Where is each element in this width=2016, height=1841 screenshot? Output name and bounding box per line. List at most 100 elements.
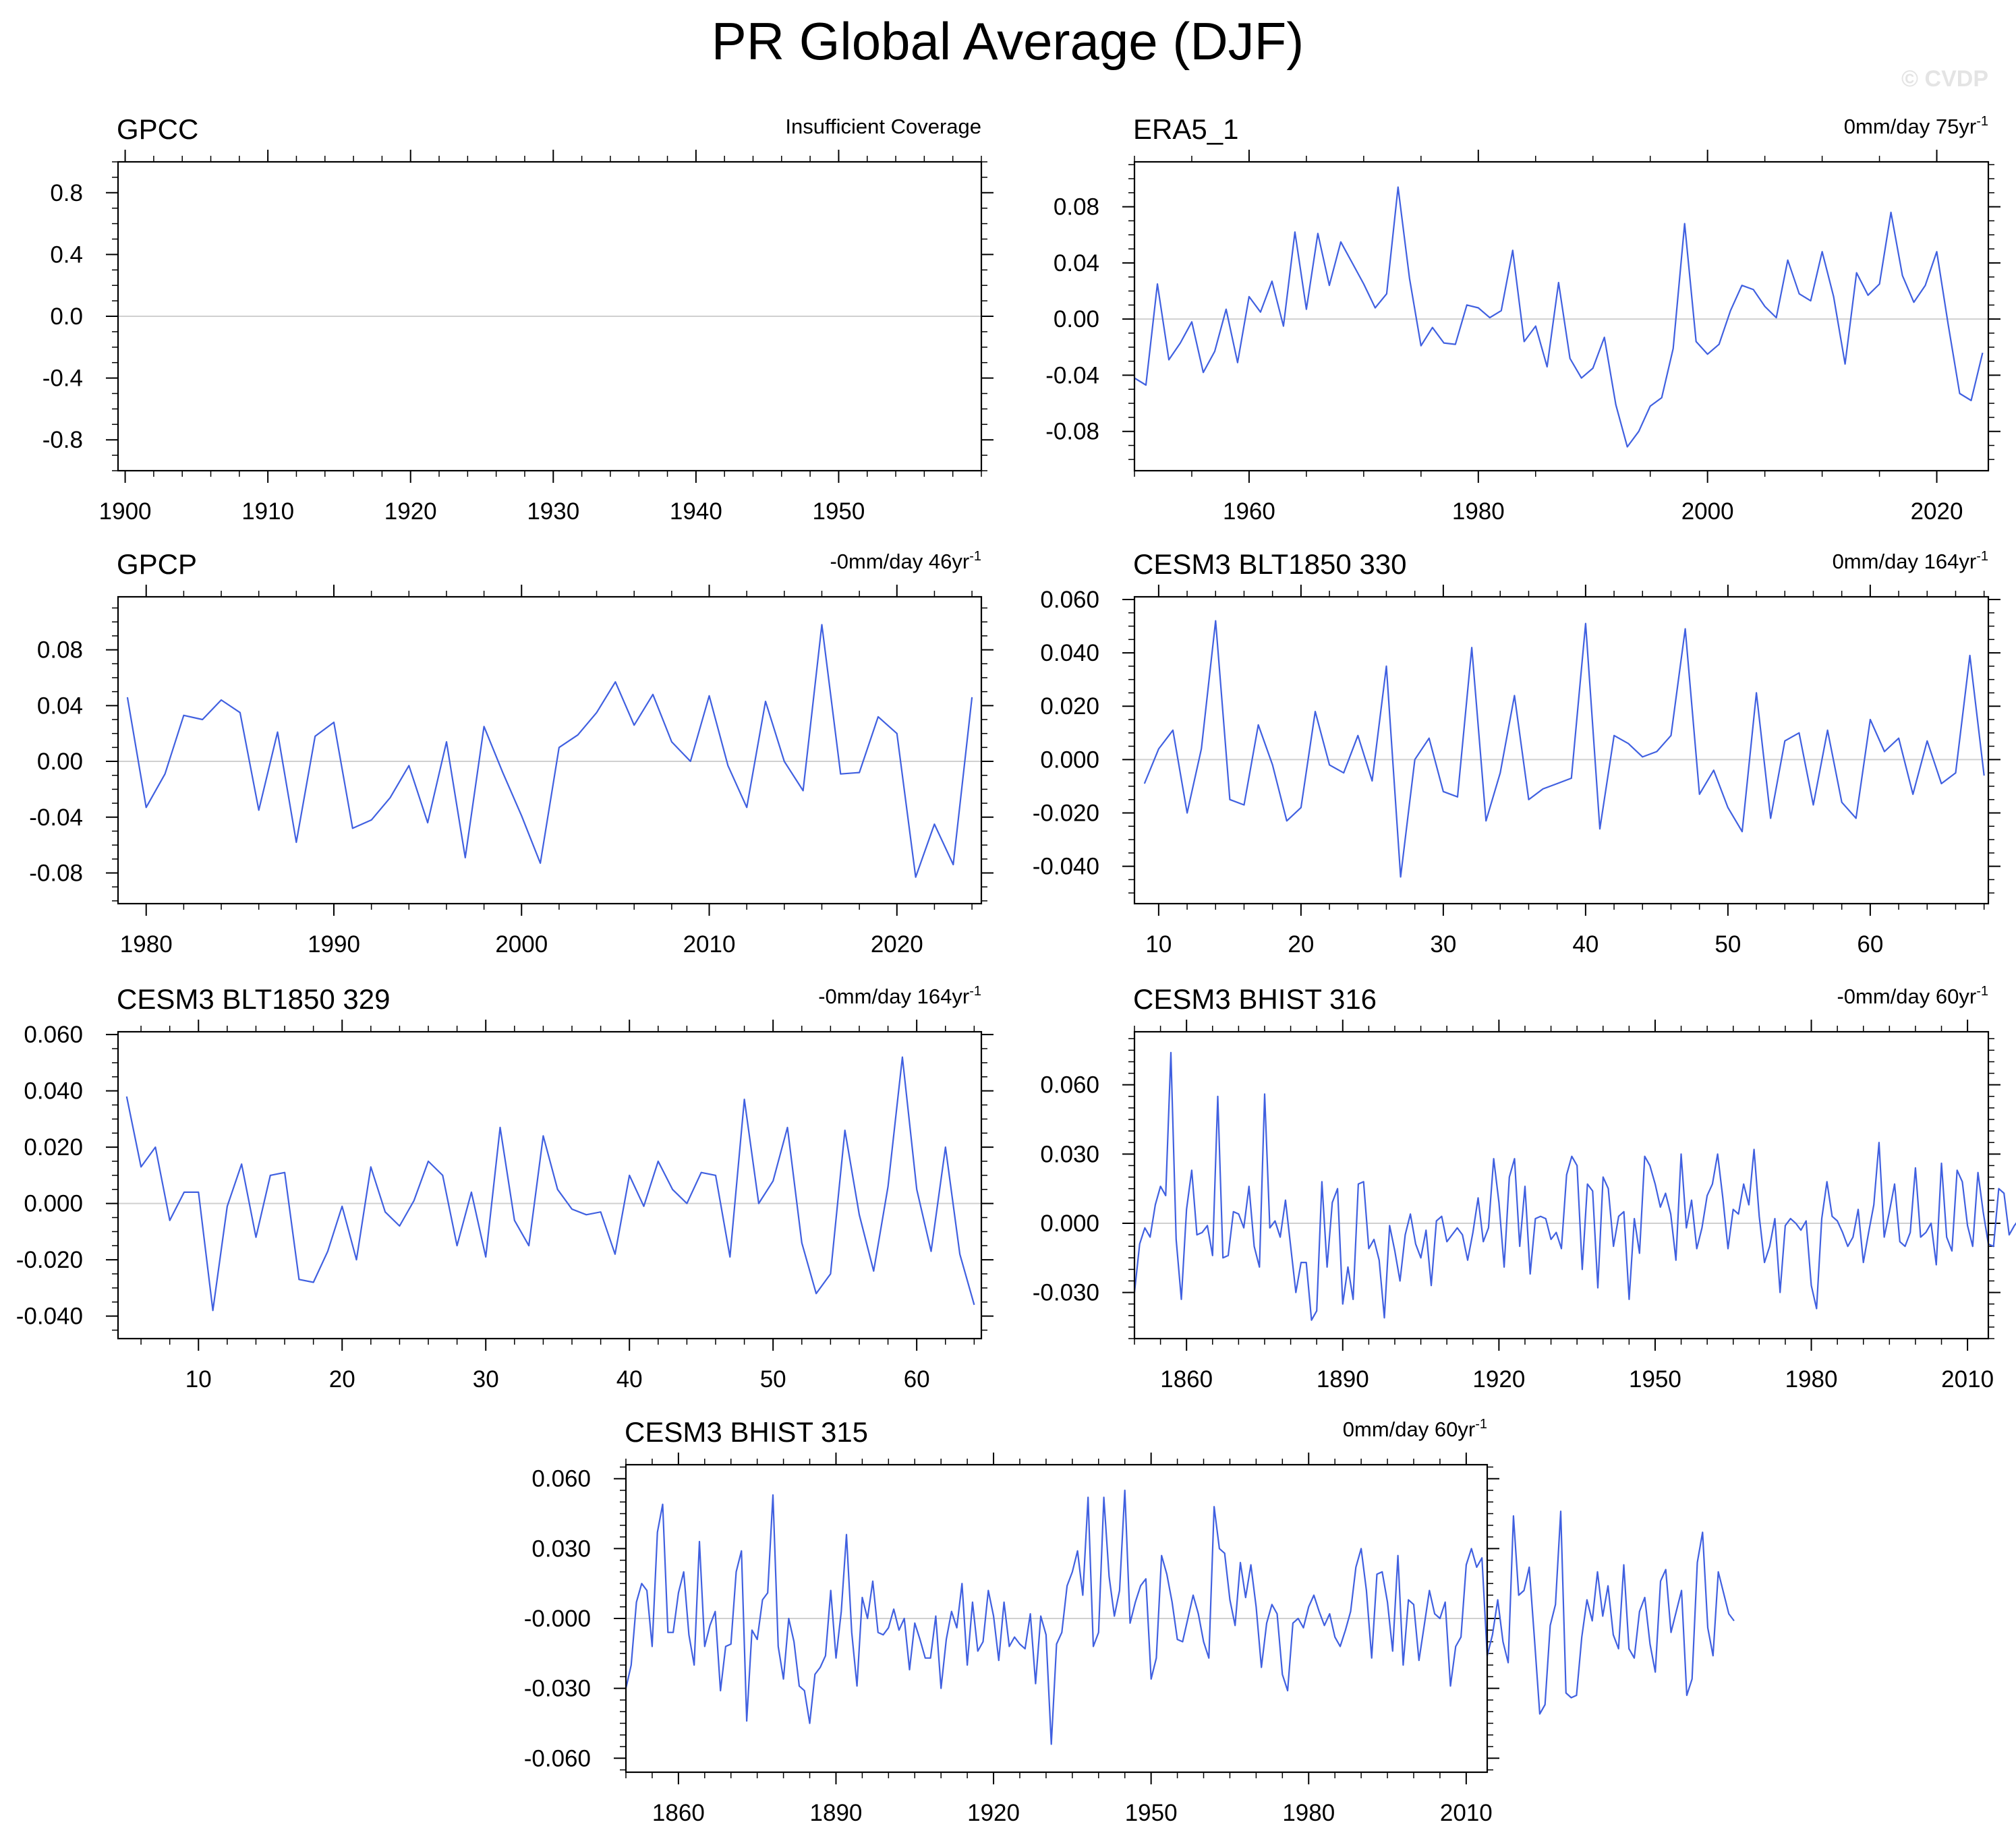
- x-tick-label: 30: [1430, 931, 1456, 958]
- chart-annotation-superscript: -1: [1976, 549, 1988, 564]
- y-tick-label: 0.020: [24, 1134, 83, 1161]
- y-tick-label: -0.030: [524, 1676, 591, 1702]
- y-tick-label: 0.0: [50, 303, 83, 330]
- y-tick-label: 0.040: [24, 1078, 83, 1105]
- chart-annotation-text: -0mm/day 164yr: [818, 985, 969, 1008]
- chart-annotation: 0mm/day 60yr-1: [1343, 1417, 1487, 1441]
- y-tick-label: 0.00: [37, 749, 83, 775]
- x-tick-label: 2000: [495, 931, 548, 958]
- x-tick-label: 1860: [652, 1800, 705, 1826]
- x-tick-label: 20: [329, 1366, 355, 1393]
- x-tick-label: 40: [1572, 931, 1599, 958]
- plot-frame: [1133, 1030, 1990, 1340]
- chart-annotation-text: 0mm/day 164yr: [1833, 550, 1977, 573]
- y-tick-label: 0.8: [50, 180, 83, 206]
- chart-annotation-superscript: -1: [1976, 984, 1988, 999]
- panels: GPCC Insufficient Coverage 1900 1910 1920 193…: [16, 113, 2016, 1826]
- x-tick-label: 50: [1715, 931, 1741, 958]
- y-tick-label: -0.4: [42, 366, 83, 392]
- y-tick-label: 0.4: [50, 241, 83, 268]
- x-tick-label: 10: [185, 1366, 212, 1393]
- x-tick-label: 40: [616, 1366, 643, 1393]
- y-tick-label: 0.000: [24, 1191, 83, 1217]
- chart-annotation-superscript: -1: [1976, 114, 1988, 129]
- chart-annotation-text: 0mm/day 60yr: [1343, 1418, 1475, 1441]
- y-tick-label: -0.04: [1045, 362, 1099, 388]
- plot-frame: [117, 595, 983, 905]
- chart-annotation: -0mm/day 46yr-1: [830, 549, 981, 573]
- x-tick-label: 20: [1288, 931, 1314, 958]
- chart-title: CESM3 BHIST 315: [625, 1416, 868, 1448]
- y-tick-label: 0.030: [1040, 1141, 1099, 1167]
- chart-annotation-text: Insufficient Coverage: [785, 115, 981, 138]
- plot-frame: [625, 1463, 1489, 1774]
- y-tick-label: -0.020: [1033, 800, 1099, 826]
- series-line: [1133, 1051, 2016, 1321]
- x-tick-label: 2020: [1911, 498, 1963, 525]
- x-tick-label: 10: [1145, 931, 1172, 958]
- y-tick-label: 0.04: [37, 693, 83, 719]
- chart-annotation-superscript: -1: [1475, 1417, 1487, 1432]
- chart-annotation: -0mm/day 60yr-1: [1837, 984, 1988, 1008]
- y-tick-label: 0.020: [1040, 693, 1099, 720]
- y-tick-label: -0.060: [524, 1745, 591, 1772]
- x-tick-label: 1890: [1317, 1366, 1369, 1393]
- y-tick-label: 0.00: [1054, 306, 1099, 332]
- chart-annotation: 0mm/day 75yr-1: [1844, 114, 1988, 138]
- x-tick-label: 1990: [308, 931, 360, 958]
- y-tick-label: 0.000: [1040, 1210, 1099, 1237]
- y-tick-label: -0.040: [16, 1304, 83, 1330]
- chart-annotation-superscript: -1: [969, 984, 981, 999]
- x-tick-label: 1950: [1125, 1800, 1178, 1826]
- x-tick-label: 1980: [1785, 1366, 1838, 1393]
- x-tick-label: 1950: [812, 498, 865, 525]
- plot-frame: [117, 1030, 983, 1340]
- chart-title: CESM3 BHIST 316: [1133, 983, 1377, 1015]
- x-tick-label: 1940: [670, 498, 722, 525]
- x-tick-label: 1910: [241, 498, 294, 525]
- x-tick-label: 1980: [1282, 1800, 1335, 1826]
- series-line: [125, 1056, 975, 1312]
- plot-frame: [117, 160, 983, 472]
- y-tick-label: 0.08: [1054, 194, 1099, 221]
- chart-title: CESM3 BLT1850 330: [1133, 548, 1406, 580]
- chart-title: GPCC: [117, 113, 198, 145]
- chart-annotation: Insufficient Coverage: [785, 115, 981, 138]
- x-tick-label: 2010: [683, 931, 736, 958]
- y-tick-label: 0.000: [1040, 747, 1099, 773]
- y-tick-label: 0.060: [1040, 1072, 1099, 1099]
- x-tick-label: 1920: [967, 1800, 1020, 1826]
- y-tick-label: -0.000: [524, 1606, 591, 1632]
- chart-title: GPCP: [117, 548, 197, 580]
- chart-panel-3: GPCP -0mm/day 46yr-1 1980 1990 2000 2010 2020 0…: [29, 548, 993, 958]
- y-tick-label: -0.020: [16, 1247, 83, 1273]
- chart-panel-5: CESM3 BLT1850 329 -0mm/day 164yr-1 10 20 30 4…: [16, 983, 993, 1393]
- chart-panel-6: CESM3 BHIST 316 -0mm/day 60yr-1 1860 1890 19…: [1033, 983, 2016, 1393]
- x-tick-label: 1920: [384, 498, 437, 525]
- chart-panel-7: CESM3 BHIST 315 0mm/day 60yr-1 1860 1890 192…: [524, 1416, 1735, 1826]
- chart-annotation: 0mm/day 164yr-1: [1833, 549, 1988, 573]
- y-tick-label: 0.060: [531, 1466, 591, 1492]
- x-tick-label: 1890: [810, 1800, 863, 1826]
- chart-annotation-superscript: -1: [969, 549, 981, 564]
- x-tick-label: 50: [760, 1366, 786, 1393]
- chart-annotation: -0mm/day 164yr-1: [818, 984, 981, 1008]
- y-tick-label: -0.8: [42, 427, 83, 453]
- series-line: [1143, 620, 1985, 878]
- x-tick-label: 1900: [99, 498, 152, 525]
- y-tick-label: 0.060: [1040, 587, 1099, 613]
- x-tick-label: 1980: [120, 931, 173, 958]
- y-tick-label: -0.04: [29, 805, 83, 831]
- y-tick-label: 0.04: [1054, 250, 1099, 276]
- chart-panel-4: CESM3 BLT1850 330 0mm/day 164yr-1 10 20 30 40…: [1033, 548, 2000, 958]
- y-tick-label: 0.060: [24, 1022, 83, 1048]
- chart-panel-2: ERA5_1 0mm/day 75yr-1 1960 1980 2000 2020 0.08…: [1045, 113, 2000, 525]
- plot-frame: [1133, 595, 1990, 905]
- x-tick-label: 60: [1857, 931, 1883, 958]
- x-tick-label: 60: [904, 1366, 930, 1393]
- chart-annotation-text: -0mm/day 60yr: [1837, 985, 1976, 1008]
- x-tick-label: 2010: [1440, 1800, 1493, 1826]
- x-tick-label: 1930: [527, 498, 579, 525]
